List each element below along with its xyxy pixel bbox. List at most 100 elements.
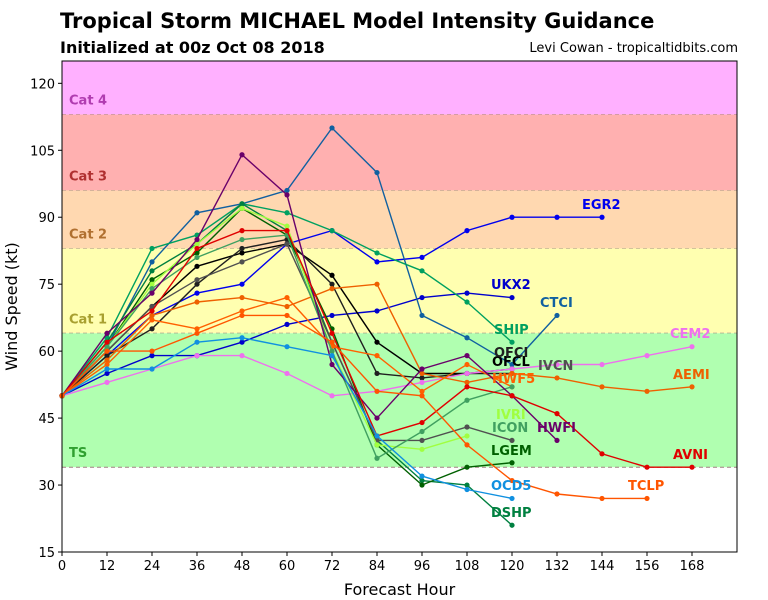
point-aemi: [104, 357, 110, 363]
point-tclp: [329, 339, 335, 345]
point-icon: [419, 428, 425, 435]
series-line-ivri: [61, 207, 468, 451]
y-tick-label: 60: [38, 345, 55, 360]
point-ofci: [239, 245, 245, 252]
point-hwf5: [194, 326, 200, 332]
point-tclp: [374, 388, 380, 394]
point-cem2: [599, 361, 605, 368]
point-ship: [149, 245, 155, 252]
point-aemi: [194, 299, 200, 305]
x-tick-label: 24: [144, 559, 161, 574]
point-avni: [239, 228, 245, 234]
model-label-ukx2: UKX2: [491, 278, 531, 293]
point-ivri: [419, 446, 425, 452]
point-avni: [284, 228, 290, 234]
point-ctci: [374, 169, 380, 176]
point-lgem: [509, 460, 515, 466]
chart-subtitle: Initialized at 00z Oct 08 2018: [60, 38, 325, 57]
point-ship: [464, 299, 470, 305]
point-ukx2: [509, 294, 515, 301]
point-hwfi: [329, 361, 335, 368]
chart-credit: Levi Cowan - tropicaltidbits.com: [529, 41, 738, 56]
point-ocd5: [464, 486, 470, 493]
point-ocd5: [194, 339, 200, 345]
point-hwf5: [419, 388, 425, 394]
point-ukx2: [284, 321, 290, 327]
point-egr2: [419, 254, 425, 260]
x-tick-label: 156: [635, 559, 660, 574]
point-ctci: [419, 312, 425, 319]
point-aemi: [599, 384, 605, 390]
point-icon: [239, 236, 245, 243]
point-ukx2: [419, 294, 425, 301]
point-ctci: [194, 210, 200, 216]
point-hwfi: [239, 152, 245, 158]
y-tick-label: 90: [38, 211, 55, 226]
x-tick-label: 132: [545, 559, 570, 574]
category-bands: Cat 4 Cat 3 Cat 2 Cat 1 TS: [62, 61, 737, 552]
x-axis-label: Forecast Hour: [344, 580, 456, 599]
point-ctci: [329, 125, 335, 131]
model-label-icon: ICON: [492, 421, 528, 436]
point-cem2: [104, 379, 110, 385]
point-aemi: [374, 281, 380, 287]
model-label-ofcl: OFCL: [492, 355, 530, 370]
y-tick-label: 75: [38, 278, 55, 293]
point-egr2: [239, 281, 245, 287]
point-hwfi: [374, 415, 380, 421]
point-ship: [284, 210, 290, 216]
point-icon: [104, 344, 110, 350]
y-tick-label: 15: [38, 546, 55, 561]
point-ivcn: [509, 437, 515, 444]
point-cem2: [194, 353, 200, 359]
point-lgem: [149, 277, 155, 283]
x-tick-label: 84: [369, 559, 386, 574]
point-aemi: [329, 286, 335, 292]
point-tclp: [194, 330, 200, 336]
model-label-ofci: OFCI: [494, 346, 528, 361]
band-label-cat-1: Cat 1: [69, 312, 107, 327]
point-ctci: [509, 361, 515, 368]
point-ctci: [464, 335, 470, 341]
point-avni: [644, 464, 650, 470]
point-ofci: [329, 281, 335, 287]
point-egr2: [554, 214, 560, 220]
point-ship: [509, 339, 515, 345]
point-ofci: [149, 326, 155, 332]
y-tick-label: 45: [38, 412, 55, 427]
point-ocd5: [419, 473, 425, 479]
point-tclp: [464, 442, 470, 448]
model-label-avni: AVNI: [673, 448, 708, 463]
band-cat-4: [62, 61, 737, 115]
point-hwfi: [104, 330, 110, 336]
point-ivcn: [419, 437, 425, 444]
point-tclp: [644, 495, 650, 502]
point-cem2: [464, 370, 470, 377]
model-label-ivcn: IVCN: [538, 359, 573, 374]
point-ctci: [284, 187, 290, 194]
point-aemi: [554, 375, 560, 381]
model-label-hwfi: HWFI: [537, 421, 576, 436]
point-aemi: [149, 312, 155, 319]
x-tick-label: 48: [234, 559, 251, 574]
point-cem2: [284, 370, 290, 377]
point-ivri: [374, 442, 380, 448]
point-avni: [689, 464, 695, 470]
plot-frame: [61, 60, 738, 553]
point-hwfi: [554, 437, 560, 444]
point-tclp: [509, 477, 515, 484]
series-aemi: [59, 281, 695, 399]
point-hwf5: [284, 294, 290, 301]
point-ukx2: [329, 312, 335, 319]
point-ivri: [464, 433, 470, 439]
point-ivcn: [149, 303, 155, 310]
point-tclp: [149, 348, 155, 354]
band-cat-2: [62, 190, 737, 249]
model-label-tclp: TCLP: [628, 479, 664, 494]
point-tclp: [284, 312, 290, 319]
point-cem2: [509, 366, 515, 372]
series-ukx2: [59, 290, 515, 399]
point-aemi: [419, 370, 425, 377]
point-avni: [149, 308, 155, 314]
point-ocd5: [329, 353, 335, 359]
